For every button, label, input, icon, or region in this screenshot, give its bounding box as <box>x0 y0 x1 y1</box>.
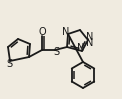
Text: N: N <box>62 27 70 37</box>
Text: N: N <box>77 42 85 52</box>
Text: O: O <box>38 27 46 37</box>
Text: S: S <box>6 59 12 69</box>
Text: N: N <box>86 32 94 42</box>
Text: N: N <box>86 38 94 48</box>
Text: S: S <box>53 47 59 57</box>
